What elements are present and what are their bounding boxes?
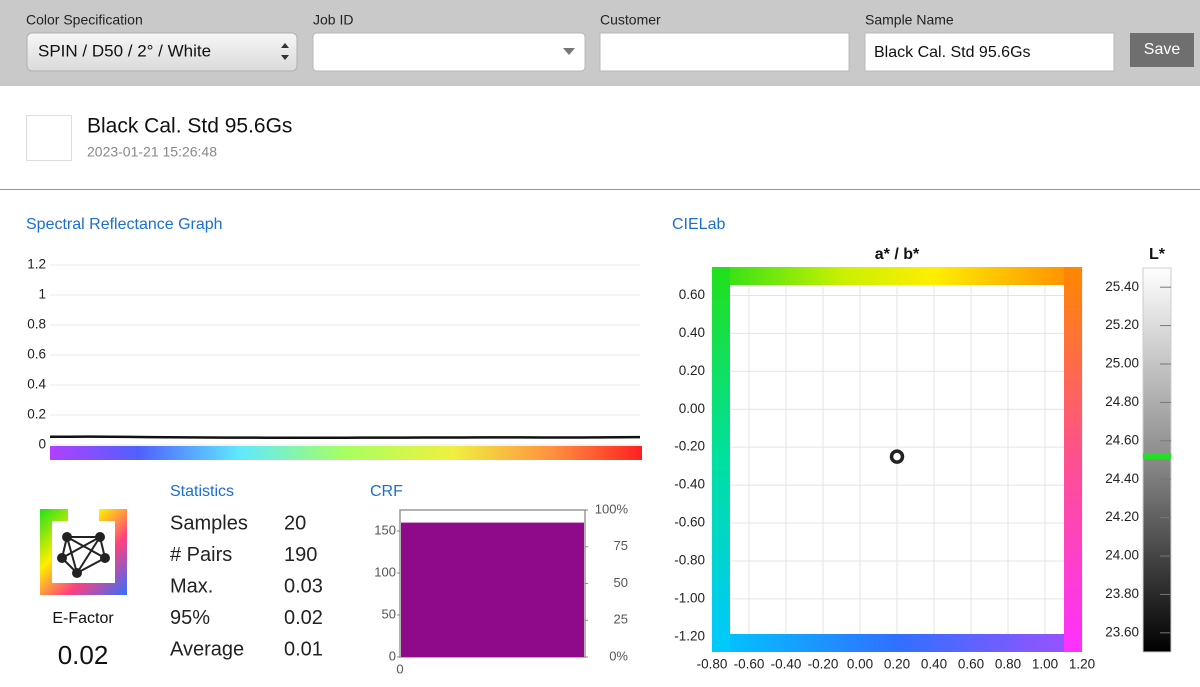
y2-tick-label: 0% — [609, 648, 628, 663]
stat-value: 0.01 — [284, 638, 323, 660]
section-title: CRF — [370, 483, 403, 500]
field-label: Job ID — [313, 12, 353, 28]
y2-tick-label: 25 — [614, 612, 628, 627]
field-label: Sample Name — [865, 12, 954, 28]
y-tick-label: 0.40 — [679, 325, 705, 340]
y-tick-label: 1.2 — [27, 257, 46, 272]
y-tick-label: 0.4 — [27, 377, 46, 392]
color-frame — [712, 267, 730, 652]
spectrum-bar — [50, 446, 642, 460]
y-tick-label: 25.20 — [1105, 317, 1139, 332]
y2-tick-label: 50 — [614, 575, 628, 590]
statistics-table: Samples 20 # Pairs 190 Max. 0.03 95% 0.02 Averag… — [170, 512, 323, 660]
stat-label: # Pairs — [170, 544, 232, 566]
x-tick-label: -0.80 — [697, 657, 728, 672]
y2-tick-label: 75 — [614, 538, 628, 553]
y-tick-label: 150 — [374, 522, 396, 537]
y-tick-label: -0.20 — [674, 439, 705, 454]
x-tick-label: -0.40 — [771, 657, 802, 672]
y-tick-label: 24.60 — [1105, 432, 1139, 447]
y-tick-label: -1.00 — [674, 590, 705, 605]
y-tick-label: -0.40 — [674, 477, 705, 492]
x-tick-label: 1.00 — [1032, 657, 1058, 672]
chart-subtitle: a* / b* — [875, 246, 920, 263]
y-tick-label: -1.20 — [674, 628, 705, 643]
y-tick-label: 100 — [374, 564, 396, 579]
sample-swatch — [26, 115, 72, 161]
y-tick-label: 0.8 — [27, 317, 46, 332]
y2-tick-label: 100% — [595, 501, 629, 516]
y-tick-label: 0 — [389, 648, 396, 663]
y-tick-label: 24.80 — [1105, 394, 1139, 409]
lightness-marker — [1143, 453, 1171, 460]
x-tick-label: -0.20 — [808, 657, 839, 672]
y-tick-label: 50 — [382, 606, 396, 621]
color-frame — [712, 634, 1082, 652]
color-frame — [712, 267, 1082, 285]
x-tick-label: -0.60 — [734, 657, 765, 672]
stat-label: Average — [170, 638, 244, 660]
stat-value: 20 — [284, 512, 306, 534]
field-label: Color Specification — [26, 12, 143, 28]
dropdown-arrow — [563, 48, 575, 55]
y-tick-label: 0 — [38, 437, 46, 452]
select-arrows — [281, 43, 289, 60]
y-tick-label: -0.80 — [674, 553, 705, 568]
select[interactable] — [26, 32, 298, 72]
x-tick-label: 0.40 — [921, 657, 947, 672]
stat-label: Samples — [170, 512, 248, 534]
y-tick-label: 24.20 — [1105, 509, 1139, 524]
x-tick-label: 0.00 — [847, 657, 873, 672]
lightness-bar — [1142, 267, 1172, 653]
y-tick-label: 23.80 — [1105, 586, 1139, 601]
save-button[interactable] — [1130, 33, 1194, 67]
y-tick-label: 24.40 — [1105, 471, 1139, 486]
y-tick-label: 23.60 — [1105, 624, 1139, 639]
text-input[interactable] — [864, 32, 1115, 72]
x-tick-label: 0.20 — [884, 657, 910, 672]
y-tick-label: 0.2 — [27, 407, 46, 422]
stat-value: 0.02 — [284, 607, 323, 629]
y-tick-label: 0.60 — [679, 287, 705, 302]
stat-value: 0.03 — [284, 575, 323, 597]
y-tick-label: 0.6 — [27, 347, 46, 362]
x-tick-label: 0 — [396, 661, 403, 676]
stat-label: 95% — [170, 607, 210, 629]
save-button-label: Save — [1144, 41, 1181, 58]
y-tick-label: 24.00 — [1105, 548, 1139, 563]
y-tick-label: 25.40 — [1105, 279, 1139, 294]
dropdown[interactable] — [312, 32, 586, 72]
select-value: SPIN / D50 / 2° / White — [38, 41, 211, 60]
section-title: Spectral Reflectance Graph — [26, 216, 223, 233]
sample-name: Black Cal. Std 95.6Gs — [87, 115, 292, 138]
x-tick-label: 0.60 — [958, 657, 984, 672]
y-tick-label: 25.00 — [1105, 356, 1139, 371]
color-frame — [1064, 267, 1082, 652]
e-factor-label: E-Factor — [52, 610, 114, 627]
y-tick-label: -0.60 — [674, 515, 705, 530]
stat-label: Max. — [170, 575, 213, 597]
y-tick-label: 1 — [38, 287, 46, 302]
crf-bar — [401, 522, 584, 657]
e-factor-icon — [40, 509, 127, 595]
x-tick-label: 1.20 — [1069, 657, 1095, 672]
section-title: Statistics — [170, 483, 234, 500]
input-value: Black Cal. Std 95.6Gs — [874, 44, 1031, 61]
section-title: CIELab — [672, 216, 725, 233]
field-label: Customer — [600, 12, 661, 28]
e-factor-value: 0.02 — [58, 640, 109, 670]
y-tick-label: 0.20 — [679, 363, 705, 378]
y-tick-label: 0.00 — [679, 401, 705, 416]
text-input[interactable] — [599, 32, 850, 72]
sample-point — [889, 449, 905, 464]
x-tick-label: 0.80 — [995, 657, 1021, 672]
reflectance-line — [50, 435, 641, 440]
sample-timestamp: 2023-01-21 15:26:48 — [87, 144, 217, 160]
chart-title: L* — [1149, 246, 1166, 263]
stat-value: 190 — [284, 544, 317, 566]
